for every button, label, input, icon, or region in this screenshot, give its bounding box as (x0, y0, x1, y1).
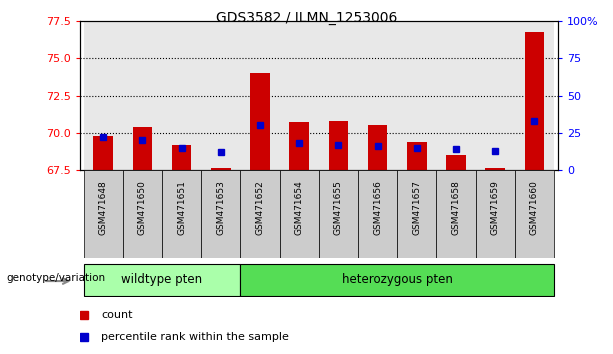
Bar (476, 21, 515, 170)
Text: GSM471653: GSM471653 (216, 181, 226, 235)
Bar (485, 169, 505, 170)
Bar (83, 170, 123, 258)
Text: GSM471648: GSM471648 (99, 181, 108, 235)
Bar (446, 155, 466, 170)
Text: GSM471655: GSM471655 (334, 181, 343, 235)
Text: GSM471651: GSM471651 (177, 181, 186, 235)
Bar (525, 32, 544, 170)
Bar (397, 170, 436, 258)
Bar (515, 21, 554, 170)
Bar (436, 21, 476, 170)
Bar (162, 21, 201, 170)
Text: GSM471660: GSM471660 (530, 181, 539, 235)
Bar (83, 264, 240, 296)
Bar (358, 170, 397, 258)
Text: genotype/variation: genotype/variation (6, 273, 105, 283)
Bar (83, 21, 123, 170)
Bar (93, 136, 113, 170)
Bar (358, 21, 397, 170)
Bar (289, 122, 309, 170)
Bar (280, 170, 319, 258)
Text: GSM471658: GSM471658 (451, 181, 460, 235)
Text: GDS3582 / ILMN_1253006: GDS3582 / ILMN_1253006 (216, 11, 397, 25)
Bar (476, 170, 515, 258)
Bar (515, 170, 554, 258)
Text: heterozygous pten: heterozygous pten (341, 273, 452, 286)
Bar (319, 170, 358, 258)
Bar (280, 21, 319, 170)
Bar (172, 145, 191, 170)
Bar (123, 21, 162, 170)
Text: GSM471657: GSM471657 (412, 181, 421, 235)
Bar (240, 21, 280, 170)
Text: GSM471652: GSM471652 (256, 181, 264, 235)
Bar (162, 170, 201, 258)
Bar (132, 127, 152, 170)
Bar (397, 21, 436, 170)
Text: GSM471650: GSM471650 (138, 181, 147, 235)
Bar (211, 169, 230, 170)
Bar (123, 170, 162, 258)
Bar (201, 21, 240, 170)
Text: GSM471656: GSM471656 (373, 181, 382, 235)
Bar (329, 121, 348, 170)
Bar (319, 21, 358, 170)
Text: GSM471654: GSM471654 (295, 181, 303, 235)
Bar (250, 73, 270, 170)
Bar (436, 170, 476, 258)
Text: wildtype pten: wildtype pten (121, 273, 202, 286)
Bar (201, 170, 240, 258)
Bar (240, 264, 554, 296)
Text: count: count (101, 310, 132, 320)
Text: percentile rank within the sample: percentile rank within the sample (101, 332, 289, 342)
Bar (368, 125, 387, 170)
Bar (240, 170, 280, 258)
Text: GSM471659: GSM471659 (490, 181, 500, 235)
Bar (407, 142, 427, 170)
